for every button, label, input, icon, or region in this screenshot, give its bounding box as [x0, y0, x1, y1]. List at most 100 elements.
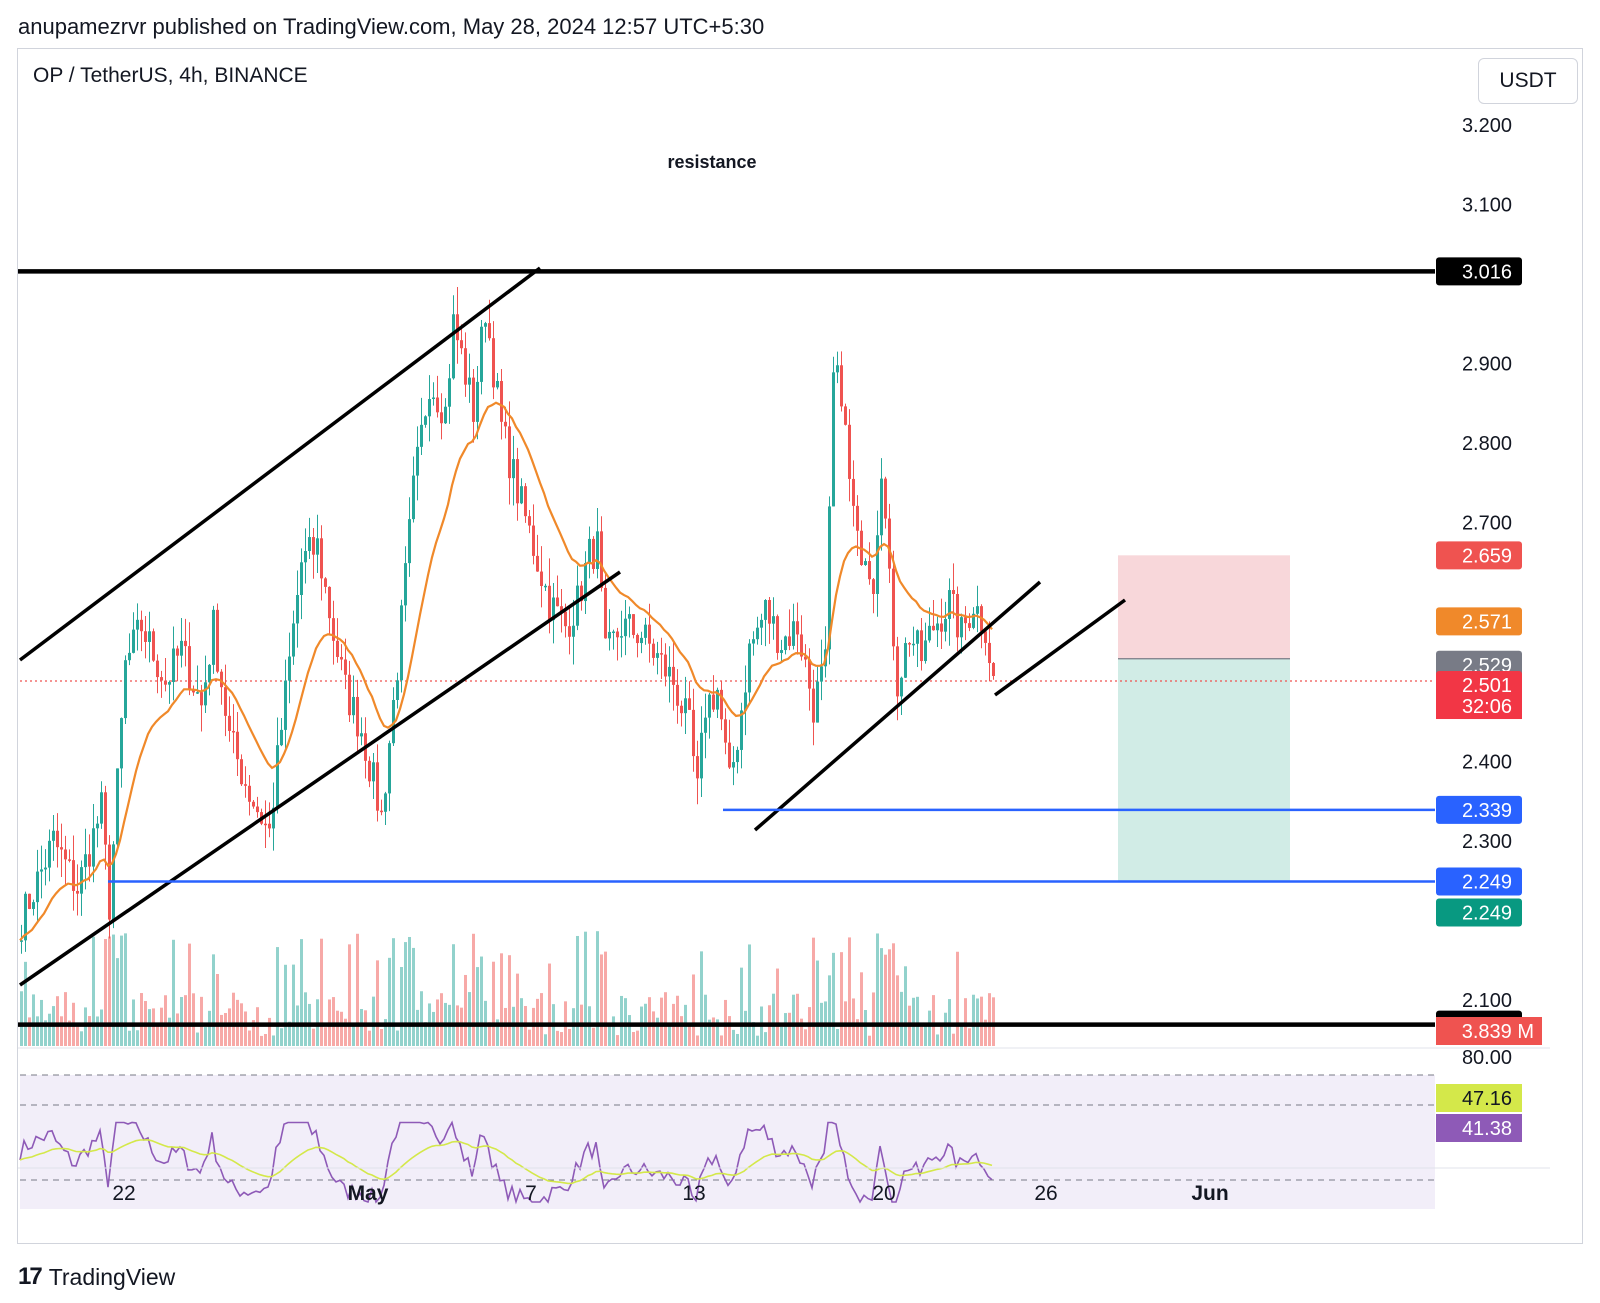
- candle-body[interactable]: [612, 631, 615, 634]
- candle-body[interactable]: [292, 623, 295, 657]
- candle-body[interactable]: [760, 619, 763, 628]
- candle-body[interactable]: [52, 830, 55, 841]
- candle-body[interactable]: [992, 663, 995, 676]
- candle-body[interactable]: [904, 643, 907, 678]
- candle-body[interactable]: [264, 823, 267, 826]
- candle-body[interactable]: [372, 762, 375, 782]
- candle-body[interactable]: [336, 640, 339, 657]
- candle-body[interactable]: [696, 756, 699, 779]
- candle-body[interactable]: [532, 525, 535, 556]
- candle-body[interactable]: [28, 893, 31, 909]
- candle-body[interactable]: [244, 784, 247, 786]
- candle-body[interactable]: [540, 571, 543, 587]
- candle-body[interactable]: [784, 636, 787, 651]
- candle-body[interactable]: [156, 660, 159, 678]
- candle-body[interactable]: [140, 619, 143, 632]
- candle-body[interactable]: [892, 568, 895, 647]
- candle-body[interactable]: [656, 653, 659, 658]
- candle-body[interactable]: [564, 611, 567, 627]
- candle-body[interactable]: [544, 585, 547, 588]
- candle-body[interactable]: [248, 785, 251, 802]
- candle-body[interactable]: [988, 642, 991, 664]
- candle-body[interactable]: [812, 688, 815, 723]
- candle-body[interactable]: [104, 792, 107, 845]
- candle-body[interactable]: [916, 630, 919, 644]
- candle-body[interactable]: [412, 475, 415, 520]
- candle-body[interactable]: [640, 637, 643, 644]
- candle-body[interactable]: [476, 381, 479, 422]
- candle-body[interactable]: [844, 406, 847, 425]
- candle-body[interactable]: [908, 643, 911, 645]
- candle-body[interactable]: [884, 478, 887, 519]
- candle-body[interactable]: [580, 585, 583, 602]
- candle-body[interactable]: [24, 893, 27, 941]
- candle-body[interactable]: [100, 792, 103, 824]
- candle-body[interactable]: [188, 646, 191, 690]
- candle-body[interactable]: [196, 692, 199, 694]
- candle-body[interactable]: [944, 618, 947, 632]
- candle-body[interactable]: [80, 867, 83, 894]
- candle-body[interactable]: [432, 397, 435, 400]
- candle-body[interactable]: [676, 684, 679, 706]
- candle-body[interactable]: [472, 377, 475, 422]
- candle-body[interactable]: [848, 424, 851, 479]
- candle-body[interactable]: [684, 698, 687, 714]
- candle-body[interactable]: [344, 659, 347, 675]
- candle-body[interactable]: [856, 505, 859, 531]
- candle-body[interactable]: [492, 338, 495, 388]
- candle-body[interactable]: [92, 828, 95, 867]
- candle-body[interactable]: [876, 535, 879, 594]
- candle-body[interactable]: [272, 807, 275, 829]
- candle-body[interactable]: [224, 687, 227, 716]
- candle-body[interactable]: [172, 648, 175, 683]
- candle-body[interactable]: [124, 660, 127, 719]
- candle-body[interactable]: [512, 459, 515, 479]
- candle-body[interactable]: [864, 561, 867, 566]
- candle-body[interactable]: [296, 594, 299, 624]
- candle-body[interactable]: [356, 696, 359, 737]
- candle-body[interactable]: [460, 340, 463, 349]
- candle-body[interactable]: [120, 718, 123, 769]
- candle-body[interactable]: [604, 587, 607, 639]
- candle-body[interactable]: [440, 412, 443, 424]
- candle-body[interactable]: [68, 859, 71, 861]
- candle-body[interactable]: [192, 689, 195, 693]
- candle-body[interactable]: [596, 531, 599, 569]
- candle-body[interactable]: [852, 478, 855, 506]
- candle-body[interactable]: [176, 648, 179, 656]
- candle-body[interactable]: [752, 639, 755, 644]
- candle-body[interactable]: [692, 709, 695, 757]
- candle-body[interactable]: [148, 631, 151, 642]
- candle-body[interactable]: [60, 847, 63, 850]
- candle-body[interactable]: [796, 621, 799, 635]
- candle-body[interactable]: [116, 768, 119, 845]
- candle-body[interactable]: [592, 538, 595, 569]
- candle-body[interactable]: [316, 538, 319, 555]
- candle-body[interactable]: [644, 624, 647, 638]
- trend-line[interactable]: [18, 266, 542, 662]
- candle-body[interactable]: [872, 579, 875, 594]
- candle-body[interactable]: [764, 599, 767, 620]
- candle-body[interactable]: [236, 731, 239, 760]
- candle-body[interactable]: [504, 421, 507, 427]
- candle-body[interactable]: [736, 749, 739, 763]
- candle-body[interactable]: [780, 650, 783, 653]
- candle-body[interactable]: [700, 732, 703, 779]
- candle-body[interactable]: [912, 643, 915, 646]
- candle-body[interactable]: [740, 710, 743, 750]
- candle-body[interactable]: [228, 715, 231, 731]
- candle-body[interactable]: [408, 519, 411, 564]
- candle-body[interactable]: [720, 689, 723, 720]
- candle-body[interactable]: [96, 823, 99, 829]
- candle-body[interactable]: [688, 698, 691, 710]
- candle-body[interactable]: [516, 459, 519, 504]
- candle-body[interactable]: [444, 406, 447, 424]
- candle-body[interactable]: [976, 606, 979, 614]
- candle-body[interactable]: [704, 717, 707, 733]
- candle-body[interactable]: [832, 372, 835, 507]
- candle-body[interactable]: [220, 671, 223, 688]
- candle-body[interactable]: [232, 730, 235, 733]
- candle-body[interactable]: [484, 323, 487, 327]
- candle-body[interactable]: [424, 416, 427, 425]
- candle-body[interactable]: [888, 518, 891, 569]
